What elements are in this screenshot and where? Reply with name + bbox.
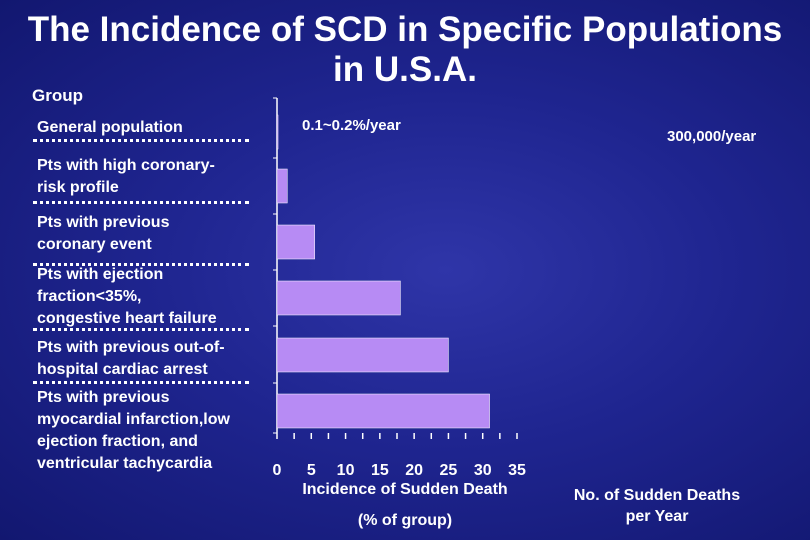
chart-title-line2: in U.S.A. [333, 50, 477, 89]
category-divider [33, 381, 249, 384]
category-label-previous-coronary-event: Pts with previous coronary event [37, 214, 170, 253]
bar [276, 280, 401, 316]
category-divider [33, 139, 249, 142]
x-axis-label-line1: Incidence of Sudden Death [302, 481, 508, 498]
bar [276, 114, 279, 150]
x-axis-label-line2: (% of group) [357, 512, 453, 529]
category-label-general-population: General population [37, 119, 183, 136]
x-tick-label: 0 [273, 462, 282, 479]
x-tick-label: 20 [405, 462, 423, 479]
x-tick-label: 30 [474, 462, 492, 479]
category-label-high-risk: Pts with high coronary- risk profile [37, 157, 215, 196]
bar [276, 168, 288, 204]
rate-note: 0.1~0.2%/year [302, 117, 401, 134]
x-tick-label: 25 [440, 462, 458, 479]
chart-title: The Incidence of SCD in Specific Populat… [0, 10, 810, 90]
category-label-previous-cardiac-arrest: Pts with previous out-of- hospital cardi… [37, 339, 225, 378]
group-header: Group [32, 86, 83, 105]
total-note: 300,000/year [667, 128, 757, 145]
x-tick-label: 10 [337, 462, 355, 479]
bar [276, 393, 490, 429]
right-axis-label: No. of Sudden Deaths per Year [573, 487, 741, 525]
bar [276, 224, 315, 260]
category-label-low-ejection-fraction: Pts with ejection fraction<35%, congesti… [37, 266, 217, 327]
x-tick-label: 5 [307, 462, 316, 479]
bar [276, 337, 449, 373]
category-divider [33, 201, 249, 204]
chart-title-line1: The Incidence of SCD in Specific Populat… [27, 10, 783, 49]
category-label-mi-low-ef-vt: Pts with previous myocardial infarction,… [37, 389, 230, 472]
category-divider [33, 263, 249, 266]
category-divider [33, 328, 249, 331]
x-tick-label: 15 [371, 462, 389, 479]
x-tick-label: 35 [508, 462, 526, 479]
